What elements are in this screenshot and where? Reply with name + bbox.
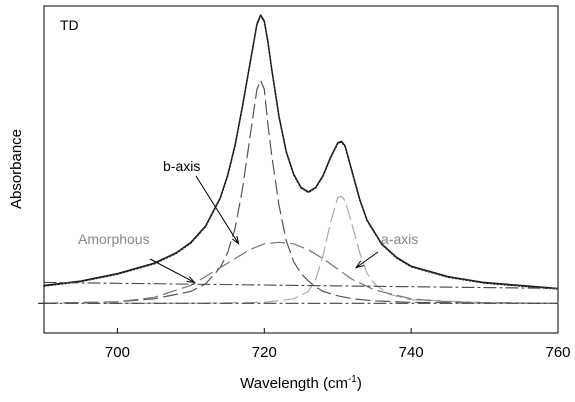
annotation-arrow-line bbox=[355, 251, 379, 269]
x-axis-label-exponent: -1 bbox=[348, 374, 357, 385]
x-axis-label-unit: (cm bbox=[323, 375, 348, 392]
annotation-arrowhead bbox=[186, 276, 196, 284]
series-line-3-b-axis bbox=[43, 79, 559, 304]
x-axis-label-main: Wavelength bbox=[240, 375, 319, 392]
annotation-label-a-axis: a-axis bbox=[381, 231, 418, 247]
x-axis-label: Wavelength (cm-1) bbox=[240, 374, 362, 392]
annotation-label-amorphous: Amorphous bbox=[78, 231, 150, 247]
x-tick-label: 700 bbox=[105, 344, 130, 361]
annotation-arrow-line bbox=[149, 258, 195, 283]
x-tick-label: 720 bbox=[252, 344, 277, 361]
y-axis-label: Absorbance bbox=[8, 129, 25, 209]
x-tick-label: 740 bbox=[399, 344, 424, 361]
series-group bbox=[38, 14, 559, 304]
series-line-5-amorphous bbox=[43, 241, 559, 304]
panel-label: TD bbox=[60, 17, 79, 33]
x-tick-label: 760 bbox=[545, 344, 570, 361]
x-tick-group: 700 720 740 760 bbox=[105, 328, 571, 361]
series-line-6-baseline bbox=[43, 281, 559, 289]
annotation-arrowhead bbox=[354, 260, 364, 269]
annotation-arrow-line bbox=[195, 175, 240, 245]
series-line-4-a-axis bbox=[43, 195, 559, 304]
series-line-2-fit bbox=[43, 14, 559, 290]
annotation-label-b-axis: b-axis bbox=[163, 158, 200, 174]
annotation-arrowhead bbox=[231, 235, 240, 246]
annotation-group: b-axis Amorphous a-axis bbox=[78, 158, 418, 284]
plot-frame bbox=[43, 5, 559, 334]
x-axis-label-close: ) bbox=[357, 375, 362, 392]
